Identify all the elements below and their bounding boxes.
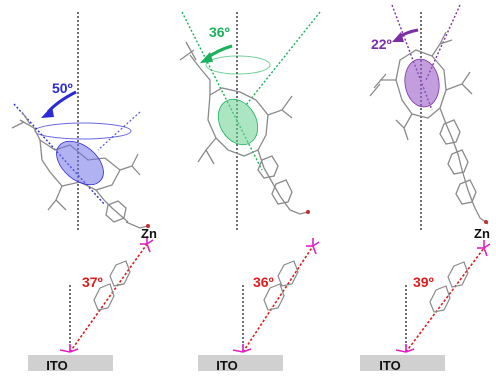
tilt-angle-label-bottom: 37º bbox=[82, 274, 103, 290]
phosphonate-group-top bbox=[140, 236, 154, 253]
cone-line bbox=[97, 111, 141, 151]
linker-structure bbox=[263, 260, 299, 311]
ito-substrate bbox=[198, 355, 283, 371]
phosphonate-group-bottom bbox=[59, 344, 79, 353]
tilt-angle-label-bottom: 36º bbox=[253, 274, 274, 290]
ito-label: ITO bbox=[379, 358, 400, 373]
tilt-angle-label-top: 50º bbox=[52, 80, 73, 96]
tilt-axis-line bbox=[13, 103, 106, 206]
porphyrin-structure bbox=[369, 31, 489, 225]
tilt-angle-label-bottom: 39º bbox=[413, 274, 434, 290]
molecular-ellipsoid bbox=[56, 140, 104, 186]
tilt-angle-label-top: 36º bbox=[209, 24, 230, 40]
ito-substrate bbox=[360, 355, 445, 371]
panel-1: 50º 37º Zn ITO bbox=[11, 12, 157, 373]
linker-axis-line bbox=[242, 245, 314, 353]
tilt-axis-line bbox=[181, 11, 263, 171]
zn-label: Zn bbox=[474, 226, 490, 241]
zn-atom-marker bbox=[146, 224, 150, 228]
phosphonate-group-bottom bbox=[232, 344, 252, 353]
panel-2: 36º 36º ITO bbox=[179, 11, 321, 373]
precession-ellipse bbox=[205, 55, 271, 75]
angle-arrowhead bbox=[392, 32, 404, 42]
zn-label: Zn bbox=[141, 226, 157, 241]
ito-label: ITO bbox=[216, 358, 237, 373]
molecular-ellipsoid bbox=[217, 98, 259, 146]
linker-axis-line bbox=[405, 247, 485, 353]
linker-structure bbox=[429, 261, 469, 313]
linker-structure bbox=[93, 260, 131, 311]
cone-line bbox=[245, 11, 321, 106]
angle-arrowhead bbox=[200, 52, 213, 63]
tilt-angle-label-top: 22º bbox=[371, 36, 392, 52]
linker-axis-line bbox=[69, 243, 148, 353]
zn-atom-marker bbox=[306, 210, 310, 214]
molecular-ellipsoid bbox=[404, 58, 440, 108]
phosphonate-group-top bbox=[477, 240, 491, 257]
zn-atom-marker bbox=[484, 220, 488, 224]
phosphonate-group-bottom bbox=[395, 344, 415, 353]
porphyrin-structure bbox=[179, 41, 309, 215]
ito-substrate bbox=[28, 355, 113, 371]
phosphonate-group-top bbox=[306, 238, 320, 255]
panel-3: 22º 39º Zn ITO bbox=[360, 4, 491, 373]
ito-label: ITO bbox=[46, 358, 67, 373]
angle-arrowhead bbox=[41, 106, 54, 118]
precession-ellipse bbox=[34, 122, 132, 140]
